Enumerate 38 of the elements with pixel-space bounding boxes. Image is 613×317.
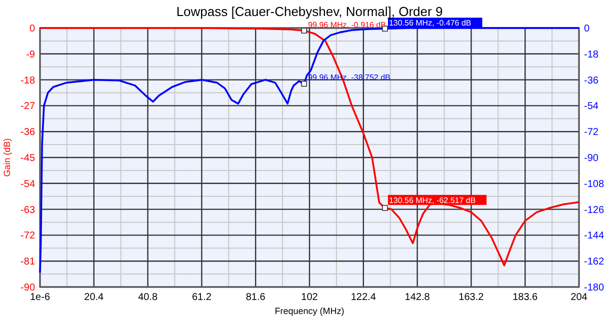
x-tick-label: 40.8 [138, 292, 158, 303]
x-tick-label: 122.4 [350, 292, 376, 303]
annotation: 130.56 MHz, -62.517 dB [388, 196, 476, 205]
y-tick-label: -54 [20, 178, 36, 190]
y-tick-label: -36 [20, 127, 36, 138]
text: 130.56 MHz, -0.476 dB [388, 18, 472, 28]
y-tick-label: -72 [20, 230, 36, 242]
y2-tick-label: -126 [584, 204, 604, 216]
y2-tick-label: -180 [584, 282, 604, 294]
x-tick-label: 183.6 [512, 292, 538, 303]
x-tick-label: 204 [570, 292, 588, 303]
y2-tick-label: 0 [584, 24, 590, 34]
y-tick-label: -9 [26, 49, 36, 60]
x-tick-label: 61.2 [192, 292, 212, 303]
y2-tick-label: -162 [584, 256, 604, 268]
x-tick-label: 20.4 [84, 292, 104, 303]
y-tick-label: -90 [20, 282, 36, 294]
x-axis-title: Frequency (MHz) [274, 306, 344, 316]
y2-tick-label: -54 [584, 101, 599, 112]
chart-title: Lowpass [Cauer-Chebyshev, Normal], Order 9 [176, 4, 443, 19]
y-tick-label: -45 [20, 153, 36, 164]
x-tick-label: 142.8 [404, 292, 430, 303]
y-axis-title: Gain (dB) [2, 138, 12, 177]
y-tick-label: -81 [20, 256, 36, 268]
y2-tick-label: -90 [584, 153, 599, 164]
y2-tick-label: -18 [584, 49, 599, 60]
y-tick-label: -63 [20, 204, 36, 216]
y-tick-label: -18 [20, 75, 36, 86]
y2-tick-label: -72 [584, 127, 599, 138]
y-tick-label: 0 [29, 24, 36, 34]
x-tick-label: 102 [301, 292, 318, 303]
y-tick-label: -27 [20, 101, 36, 112]
y2-tick-label: -36 [584, 75, 599, 86]
y2-tick-label: -144 [584, 230, 604, 242]
x-tick-label: 1e-6 [30, 292, 50, 303]
y2-tick-label: -108 [584, 178, 604, 190]
x-tick-label: 81.6 [246, 292, 266, 303]
x-tick-label: 163.2 [458, 292, 484, 303]
